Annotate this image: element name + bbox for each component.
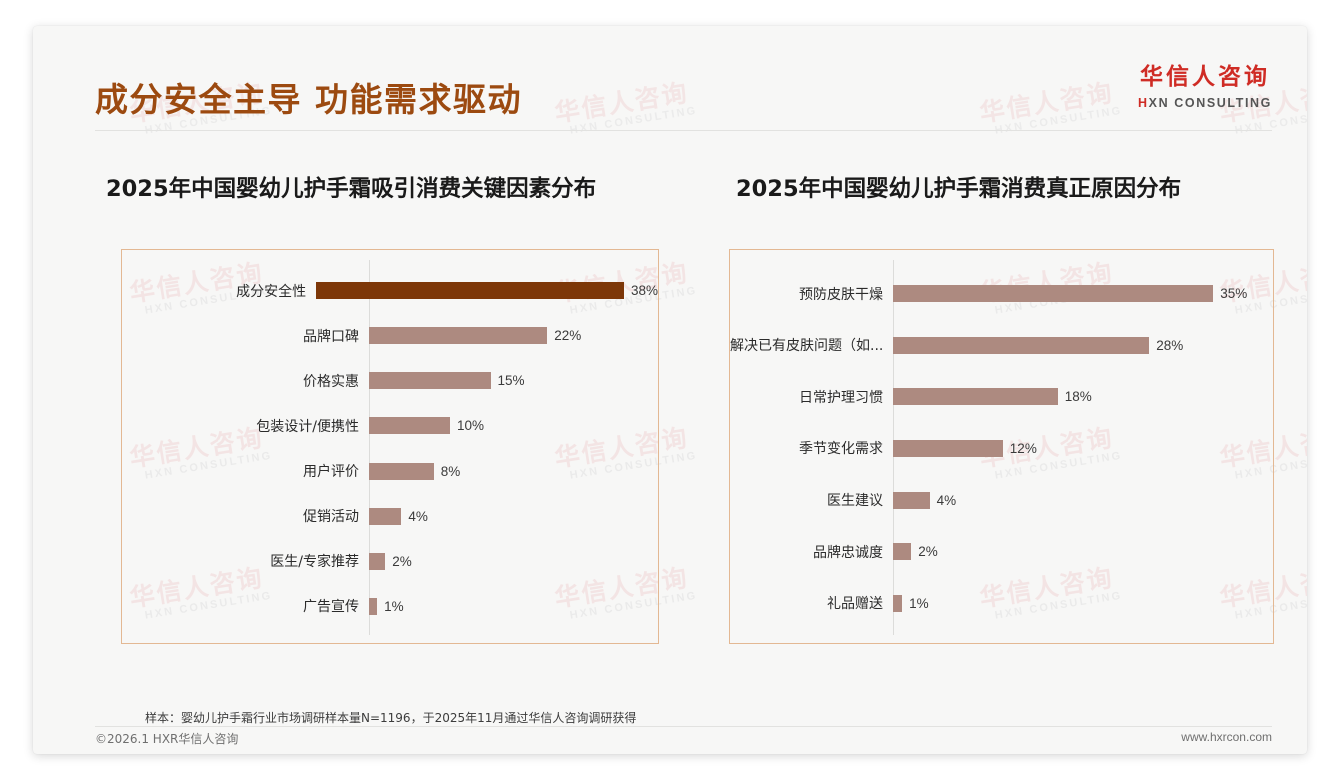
bar-category-label: 品牌口碑 <box>303 328 359 345</box>
bar <box>893 388 1058 406</box>
footnote-divider <box>95 726 1272 727</box>
bar-row: 医生/专家推荐 2% <box>122 550 658 572</box>
logo-en-rest: XN CONSULTING <box>1148 95 1272 110</box>
bar-row: 品牌口碑 22% <box>122 325 658 347</box>
bar-value-label: 4% <box>936 492 957 508</box>
bar-row: 价格实惠 15% <box>122 370 658 392</box>
bar-category-label: 礼品赠送 <box>827 596 883 613</box>
bar-row: 礼品赠送 1% <box>730 592 1273 614</box>
bar-category-label: 广告宣传 <box>303 599 359 616</box>
bar-highlight <box>316 282 624 300</box>
chart-block-key-factors: 2025年中国婴幼儿护手霜吸引消费关键因素分布 成分安全性 38% 品牌口碑 22% 价… <box>73 141 696 671</box>
bar-row: 解决已有皮肤问题（如... 28% <box>730 334 1273 356</box>
source-footnote: 样本：婴幼儿护手霜行业市场调研样本量N=1196，于2025年11月通过华信人咨… <box>145 711 637 725</box>
chart-title: 2025年中国婴幼儿护手霜吸引消费关键因素分布 <box>106 176 597 202</box>
bar-row: 日常护理习惯 18% <box>730 386 1273 408</box>
bar-row: 用户评价 8% <box>122 460 658 482</box>
bar <box>369 462 434 480</box>
bar-category-label: 品牌忠诚度 <box>813 544 883 561</box>
bar-row: 医生建议 4% <box>730 489 1273 511</box>
bar <box>893 594 903 612</box>
bar <box>369 417 450 435</box>
bar <box>369 507 402 525</box>
bar-rows: 成分安全性 38% 品牌口碑 22% 价格实惠 15% 包装设计/便携性 10% 用户评价 8% 促… <box>122 268 658 629</box>
plot-area: 预防皮肤干燥 35% 解决已有皮肤问题（如... 28% 日常护理习惯 18% 季节变化需求… <box>730 250 1273 643</box>
logo-en-prefix: H <box>1138 95 1149 110</box>
footer-copyright: ©2026.1 HXR华信人咨询 <box>95 732 239 746</box>
y-axis-line <box>369 260 370 635</box>
bar <box>369 372 491 390</box>
bar-value-label: 38% <box>630 283 658 299</box>
plot-area: 成分安全性 38% 品牌口碑 22% 价格实惠 15% 包装设计/便携性 10% 用户评价 8% 促… <box>122 250 658 643</box>
bar-category-label: 日常护理习惯 <box>799 389 883 406</box>
bar-row: 品牌忠诚度 2% <box>730 541 1273 563</box>
bar-row: 广告宣传 1% <box>122 595 658 617</box>
bar-category-label: 季节变化需求 <box>799 441 883 458</box>
bar-value-label: 10% <box>457 418 485 434</box>
bar <box>369 552 386 570</box>
bar-row: 季节变化需求 12% <box>730 437 1273 459</box>
bar-row: 成分安全性 38% <box>122 280 658 302</box>
footer-website: www.hxrcon.com <box>1181 730 1272 744</box>
bar-value-label: 18% <box>1064 389 1092 405</box>
bar-category-label: 价格实惠 <box>303 373 359 390</box>
bar-row: 包装设计/便携性 10% <box>122 415 658 437</box>
bar-category-label: 成分安全性 <box>236 283 307 300</box>
chart-block-real-reasons: 2025年中国婴幼儿护手霜消费真正原因分布 预防皮肤干燥 35% 解决已有皮肤问题（… <box>716 141 1296 671</box>
bar-category-label: 医生建议 <box>827 493 883 510</box>
bar-value-label: 12% <box>1009 440 1037 456</box>
bar-row: 预防皮肤干燥 35% <box>730 283 1273 305</box>
slide-header: 成分安全主导 功能需求驱动 华信人咨询 HXN CONSULTING <box>33 26 1307 134</box>
bar-rows: 预防皮肤干燥 35% 解决已有皮肤问题（如... 28% 日常护理习惯 18% 季节变化需求… <box>730 268 1273 629</box>
bar-category-label: 促销活动 <box>303 509 359 526</box>
bar-value-label: 35% <box>1220 286 1248 302</box>
slide-footer: ©2026.1 HXR华信人咨询 www.hxrcon.com <box>33 727 1307 754</box>
logo-english-name: HXN CONSULTING <box>1138 96 1272 110</box>
bar-category-label: 包装设计/便携性 <box>256 418 359 435</box>
slide: 华信人咨询 HXN CONSULTING 华信人咨询 HXN CONSULTING 华信… <box>33 26 1307 754</box>
bar <box>369 597 378 615</box>
company-logo: 华信人咨询 HXN CONSULTING <box>1138 64 1272 110</box>
bar-value-label: 1% <box>909 595 929 611</box>
bar <box>893 543 912 561</box>
bar <box>893 439 1003 457</box>
bar-value-label: 28% <box>1156 337 1184 353</box>
chart-panel: 成分安全性 38% 品牌口碑 22% 价格实惠 15% 包装设计/便携性 10% 用户评价 8% 促… <box>121 249 659 644</box>
bar <box>893 336 1150 354</box>
page-title: 成分安全主导 功能需求驱动 <box>95 80 522 119</box>
chart-title: 2025年中国婴幼儿护手霜消费真正原因分布 <box>736 176 1182 202</box>
bar <box>893 491 930 509</box>
charts-container: 2025年中国婴幼儿护手霜吸引消费关键因素分布 成分安全性 38% 品牌口碑 22% 价… <box>33 141 1307 671</box>
bar-category-label: 预防皮肤干燥 <box>799 286 883 303</box>
bar-category-label: 解决已有皮肤问题（如... <box>730 338 884 355</box>
logo-chinese-name: 华信人咨询 <box>1140 64 1270 90</box>
bar-value-label: 2% <box>918 544 938 560</box>
bar-value-label: 22% <box>554 328 582 344</box>
bar-row: 促销活动 4% <box>122 505 658 527</box>
bar <box>893 285 1214 303</box>
bar-value-label: 2% <box>392 553 412 569</box>
header-divider <box>95 130 1272 131</box>
chart-panel: 预防皮肤干燥 35% 解决已有皮肤问题（如... 28% 日常护理习惯 18% 季节变化需求… <box>729 249 1274 644</box>
bar-category-label: 医生/专家推荐 <box>270 554 359 571</box>
bar-value-label: 8% <box>440 463 461 479</box>
bar-category-label: 用户评价 <box>303 464 359 481</box>
bar <box>369 327 548 345</box>
bar-value-label: 4% <box>408 508 428 524</box>
bar-value-label: 1% <box>384 598 404 614</box>
bar-value-label: 15% <box>497 373 525 389</box>
